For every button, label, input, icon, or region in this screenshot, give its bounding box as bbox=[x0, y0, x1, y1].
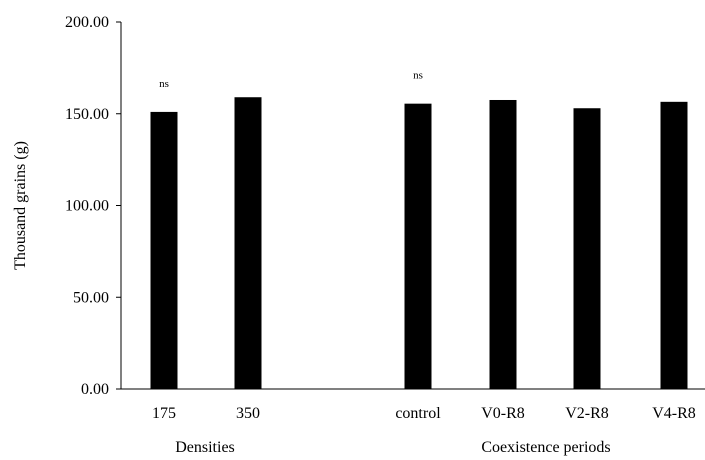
y-axis: 0.00 50.00 100.00 150.00 200.00 bbox=[65, 14, 122, 398]
x-tick-label: 350 bbox=[236, 405, 260, 422]
group-label: Coexistence periods bbox=[481, 439, 610, 456]
y-tick-label: 50.00 bbox=[73, 289, 109, 306]
x-tick-label: V2-R8 bbox=[565, 405, 609, 422]
bar-175 bbox=[150, 111, 178, 389]
significance-label: ns bbox=[159, 78, 169, 90]
significance-label: ns bbox=[413, 70, 423, 82]
x-tick-label: V4-R8 bbox=[652, 405, 696, 422]
x-tick-label: 175 bbox=[152, 405, 176, 422]
bars bbox=[150, 97, 688, 390]
bar-350 bbox=[234, 97, 262, 390]
significance-annotations: ns ns bbox=[159, 70, 423, 90]
y-tick-label: 100.00 bbox=[65, 198, 109, 215]
y-tick-labels: 0.00 50.00 100.00 150.00 200.00 bbox=[65, 14, 121, 398]
x-tick-label: V0-R8 bbox=[481, 405, 525, 422]
y-tick-label: 200.00 bbox=[65, 14, 109, 31]
bar-control bbox=[404, 103, 432, 389]
bar-v4-r8 bbox=[660, 101, 688, 389]
x-tick-labels: 175 350 control V0-R8 V2-R8 V4-R8 bbox=[152, 405, 696, 422]
bar-v2-r8 bbox=[573, 108, 601, 390]
group-labels: Densities Coexistence periods bbox=[175, 439, 610, 456]
y-tick-label: 150.00 bbox=[65, 106, 109, 123]
y-tick-label: 0.00 bbox=[81, 381, 109, 398]
x-tick-label: control bbox=[395, 405, 441, 422]
bar-v0-r8 bbox=[489, 99, 517, 390]
group-label: Densities bbox=[175, 439, 235, 456]
y-axis-title: Thousand grains (g) bbox=[12, 141, 29, 270]
